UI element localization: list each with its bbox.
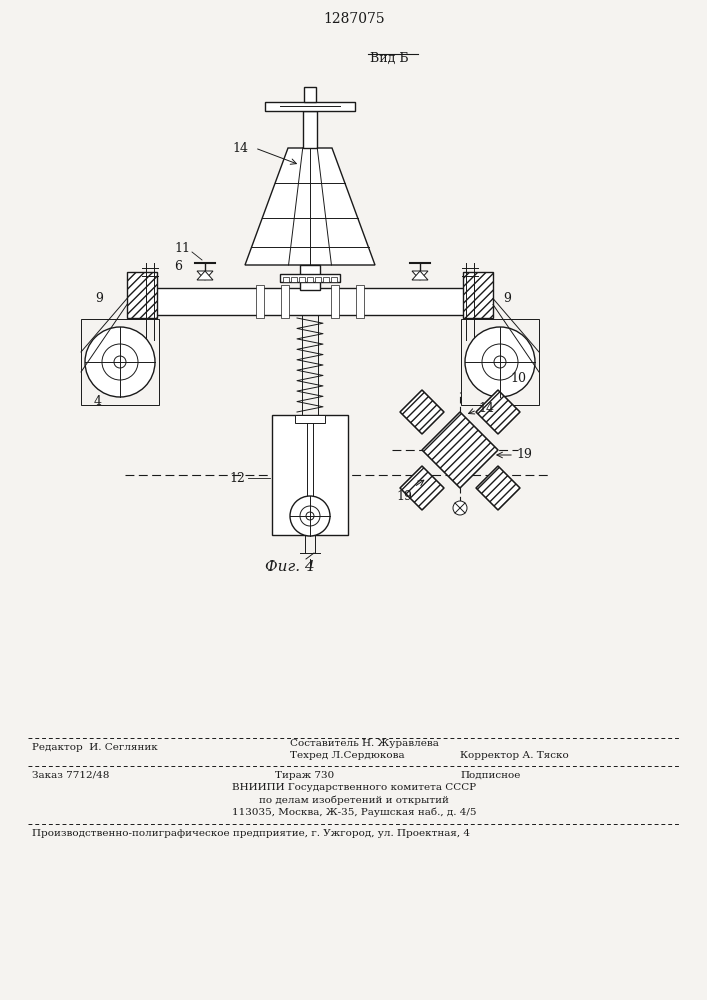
Polygon shape <box>412 271 428 280</box>
Text: по делам изобретений и открытий: по делам изобретений и открытий <box>259 795 449 805</box>
Text: Тираж 730: Тираж 730 <box>275 770 334 780</box>
Bar <box>291 277 297 282</box>
Bar <box>303 111 317 148</box>
Bar <box>295 415 325 423</box>
Text: 14: 14 <box>478 401 494 414</box>
Bar <box>127 272 157 318</box>
Text: ВНИИПИ Государственного комитета СССР: ВНИИПИ Государственного комитета СССР <box>232 784 476 792</box>
Circle shape <box>453 501 467 515</box>
Polygon shape <box>476 390 520 434</box>
Circle shape <box>114 356 126 368</box>
Bar <box>135 288 485 315</box>
Polygon shape <box>422 412 498 488</box>
Text: Редактор  И. Сегляник: Редактор И. Сегляник <box>32 742 158 752</box>
Circle shape <box>300 506 320 526</box>
Polygon shape <box>400 466 444 510</box>
Circle shape <box>102 344 138 380</box>
Text: 11: 11 <box>174 241 190 254</box>
Text: 9: 9 <box>503 292 511 304</box>
Polygon shape <box>476 466 520 510</box>
Circle shape <box>465 327 535 397</box>
Bar <box>299 277 305 282</box>
Text: 19: 19 <box>396 490 412 503</box>
Text: Производственно-полиграфическое предприятие, г. Ужгород, ул. Проектная, 4: Производственно-полиграфическое предприя… <box>32 830 470 838</box>
Text: 12: 12 <box>229 472 245 485</box>
Text: 14: 14 <box>232 141 248 154</box>
Bar <box>356 285 364 318</box>
Bar <box>281 285 289 318</box>
Bar <box>265 102 355 111</box>
Text: Техред Л.Сердюкова: Техред Л.Сердюкова <box>290 750 404 760</box>
Bar <box>461 319 539 405</box>
Text: Фиг. 4: Фиг. 4 <box>265 560 315 574</box>
Text: 1287075: 1287075 <box>323 12 385 26</box>
Bar <box>463 272 493 318</box>
Circle shape <box>85 327 155 397</box>
Polygon shape <box>197 271 213 280</box>
Bar <box>315 277 321 282</box>
Bar <box>331 277 337 282</box>
Bar <box>280 274 340 282</box>
Polygon shape <box>400 390 444 434</box>
Text: 19: 19 <box>516 448 532 462</box>
Bar <box>256 285 264 318</box>
Bar <box>304 87 316 102</box>
Text: Заказ 7712/48: Заказ 7712/48 <box>32 770 110 780</box>
Bar <box>323 277 329 282</box>
Text: Вид Б: Вид Б <box>370 52 409 65</box>
Polygon shape <box>412 271 428 280</box>
Circle shape <box>482 344 518 380</box>
Bar <box>272 415 348 535</box>
Polygon shape <box>197 271 213 280</box>
Text: 4: 4 <box>94 395 102 408</box>
Text: Подписное: Подписное <box>460 770 520 780</box>
Text: Составитель Н. Журавлева: Составитель Н. Журавлева <box>290 738 439 748</box>
Text: 9: 9 <box>95 292 103 304</box>
Bar <box>300 265 320 290</box>
Text: Корректор А. Тяско: Корректор А. Тяско <box>460 750 568 760</box>
Bar <box>283 277 289 282</box>
Circle shape <box>494 356 506 368</box>
Text: 10: 10 <box>510 371 526 384</box>
Polygon shape <box>245 148 375 265</box>
Circle shape <box>290 496 330 536</box>
Text: 113035, Москва, Ж-35, Раушская наб., д. 4/5: 113035, Москва, Ж-35, Раушская наб., д. … <box>232 807 477 817</box>
Bar <box>331 285 339 318</box>
Bar <box>307 277 313 282</box>
Circle shape <box>306 512 314 520</box>
Bar <box>81 319 159 405</box>
Text: 6: 6 <box>174 259 182 272</box>
